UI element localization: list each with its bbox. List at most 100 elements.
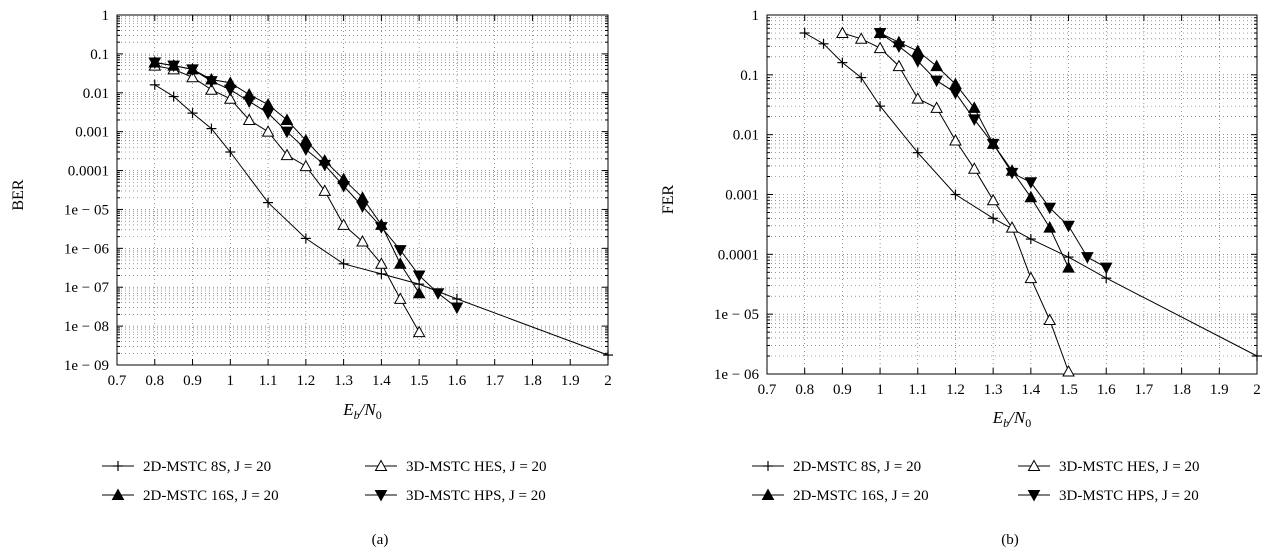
x-axis-label: Eb/N0: [992, 408, 1031, 430]
legend-label: 3D-MSTC HES, J = 20: [406, 459, 547, 475]
x-tick-label: 1.4: [1021, 382, 1040, 398]
panel-label: (a): [372, 532, 389, 548]
data-point: [356, 234, 369, 247]
data-point: [149, 79, 160, 90]
data-point: [856, 72, 867, 83]
plot-frame: [116, 14, 609, 366]
data-point: [950, 189, 961, 200]
x-tick-label: 1.7: [485, 373, 504, 389]
data-point: [242, 96, 256, 108]
data-point: [873, 41, 887, 54]
legend-marker: [111, 488, 125, 500]
x-tick-label: 0.7: [758, 382, 777, 398]
series-2: [873, 26, 1075, 273]
grid: [766, 15, 1258, 375]
data-point: [338, 258, 349, 269]
y-tick-label: 1e − 05: [64, 202, 109, 218]
x-tick-label: 0.9: [183, 373, 202, 389]
data-point: [318, 184, 332, 196]
x-tick-label: 1.1: [908, 382, 927, 398]
y-tick-label: 1e − 09: [64, 358, 109, 374]
y-tick-label: 1: [102, 8, 110, 24]
data-point: [393, 245, 407, 257]
data-point: [1252, 350, 1262, 361]
data-point: [261, 97, 275, 110]
x-tick-label: 1.4: [372, 373, 391, 389]
legend-label: 3D-MSTC HPS, J = 20: [406, 488, 546, 504]
data-point: [818, 38, 829, 49]
legend-item: 3D-MSTC HES, J = 20: [1018, 459, 1200, 475]
data-point: [892, 59, 906, 72]
y-tick-label: 0.0001: [68, 164, 109, 180]
legend-label: 3D-MSTC HPS, J = 20: [1059, 488, 1199, 504]
data-point: [1062, 261, 1075, 273]
data-point: [242, 113, 256, 125]
y-tick-label: 0.0001: [718, 247, 759, 263]
x-tick-label: 0.8: [795, 382, 814, 398]
data-point: [911, 56, 925, 68]
data-point: [1063, 252, 1074, 263]
data-point: [836, 26, 849, 39]
x-tick-label: 1.5: [1059, 382, 1078, 398]
data-point: [1099, 262, 1113, 275]
x-tick-label: 1.5: [410, 373, 429, 389]
legend-marker: [113, 461, 123, 471]
x-axis-label-sub2: 0: [376, 408, 382, 422]
y-tick-label: 1e − 07: [64, 280, 110, 296]
data-point: [393, 257, 407, 269]
y-tick-label: 0.01: [733, 128, 759, 144]
series-3: [873, 28, 1113, 275]
y-tick-label: 1: [752, 8, 760, 24]
legend-marker: [374, 459, 388, 471]
x-tick-label: 2: [604, 373, 612, 389]
data-point: [223, 84, 237, 97]
data-point: [854, 32, 868, 44]
legend-item: 2D-MSTC 16S, J = 20: [752, 488, 929, 504]
x-tick-label: 0.7: [108, 373, 127, 389]
x-axis-label-main: E: [342, 400, 354, 419]
x-tick-label: 1.7: [1135, 382, 1154, 398]
data-point: [1062, 220, 1075, 233]
data-point: [873, 28, 887, 40]
data-point: [450, 302, 464, 315]
legend-item: 3D-MSTC HPS, J = 20: [1018, 488, 1199, 504]
y-tick-label: 0.001: [725, 188, 759, 204]
x-tick-label: 2: [1253, 382, 1261, 398]
data-point: [263, 197, 274, 208]
x-tick-label: 1.9: [561, 373, 580, 389]
series-line: [804, 32, 1258, 357]
panel-label: (b): [1001, 532, 1019, 548]
data-point: [1081, 252, 1094, 264]
data-point: [186, 70, 199, 83]
series-line: [879, 32, 1069, 268]
x-axis-label-sep: /N: [359, 400, 378, 419]
data-point: [393, 292, 407, 304]
data-point: [1005, 221, 1019, 233]
x-tick-label: 1.6: [448, 373, 467, 389]
x-axis-label-sub1: b: [354, 408, 360, 422]
y-tick-label: 0.01: [83, 86, 109, 102]
legend-label: 2D-MSTC 16S, J = 20: [143, 488, 279, 504]
data-point: [300, 233, 311, 244]
data-point: [280, 126, 294, 139]
data-point: [1043, 202, 1057, 215]
legend-marker: [1027, 490, 1041, 502]
data-point: [1024, 190, 1038, 203]
legend-marker: [763, 461, 773, 471]
legend-item: 2D-MSTC 16S, J = 20: [102, 488, 279, 504]
data-point: [986, 138, 1000, 151]
data-point: [205, 76, 218, 88]
data-point: [949, 133, 962, 146]
x-tick-label: 1.2: [296, 373, 315, 389]
data-point: [892, 41, 906, 53]
legend-marker: [1027, 459, 1041, 471]
data-point: [261, 125, 275, 137]
y-tick-label: 0.001: [75, 125, 109, 141]
x-tick-label: 1.9: [1210, 382, 1229, 398]
data-point: [986, 193, 1000, 206]
legend: 2D-MSTC 8S, J = 20 3D-MSTC HES, J = 20 2D-…: [752, 459, 1200, 504]
x-axis-label: Eb/N0: [342, 400, 381, 422]
x-axis-label-sub2: 0: [1025, 416, 1031, 430]
data-point: [1005, 167, 1019, 180]
